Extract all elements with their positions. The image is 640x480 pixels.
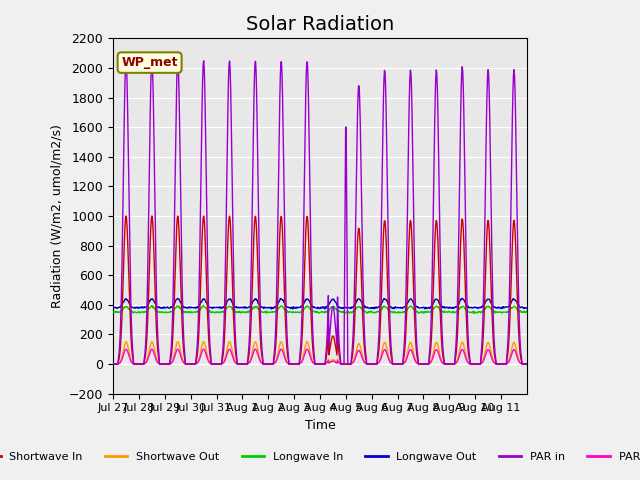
X-axis label: Time: Time: [305, 419, 335, 432]
Legend: Shortwave In, Shortwave Out, Longwave In, Longwave Out, PAR in, PAR out: Shortwave In, Shortwave Out, Longwave In…: [0, 447, 640, 466]
Y-axis label: Radiation (W/m2, umol/m2/s): Radiation (W/m2, umol/m2/s): [51, 124, 63, 308]
Text: WP_met: WP_met: [122, 56, 178, 69]
Title: Solar Radiation: Solar Radiation: [246, 15, 394, 34]
